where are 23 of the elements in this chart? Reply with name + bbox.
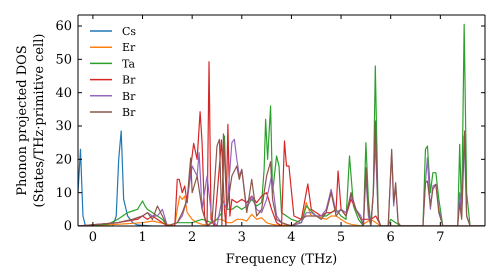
y-axis-title: Phonon projected DOS (States/THz·primitive cell) bbox=[15, 33, 47, 208]
y-tick-label: 20 bbox=[55, 152, 72, 168]
x-tick-label: 7 bbox=[436, 230, 444, 246]
y-tick-label: 0 bbox=[64, 219, 72, 234]
legend-label: Br bbox=[122, 74, 136, 87]
x-tick-label: 2 bbox=[188, 230, 196, 246]
x-tick-label: 5 bbox=[336, 230, 346, 246]
x-axis-title: Frequency (THz) bbox=[226, 252, 338, 267]
legend-label: Br bbox=[122, 106, 136, 119]
x-tick-label: 0 bbox=[88, 230, 98, 246]
legend-label: Cs bbox=[122, 25, 136, 38]
legend-label: Ta bbox=[122, 57, 136, 70]
x-tick-label: 6 bbox=[386, 230, 395, 246]
y-tick-label: 50 bbox=[55, 52, 72, 68]
x-tick-label: 4 bbox=[287, 230, 296, 246]
x-tick-label: 3 bbox=[238, 230, 246, 246]
y-tick-label: 60 bbox=[55, 19, 72, 34]
y-tick-label: 10 bbox=[55, 186, 72, 201]
y-tick-label: 40 bbox=[55, 86, 72, 101]
legend-label: Br bbox=[122, 90, 136, 103]
legend-label: Er bbox=[122, 41, 136, 54]
y-tick-label: 30 bbox=[55, 119, 72, 134]
x-tick-label: 1 bbox=[138, 230, 147, 246]
